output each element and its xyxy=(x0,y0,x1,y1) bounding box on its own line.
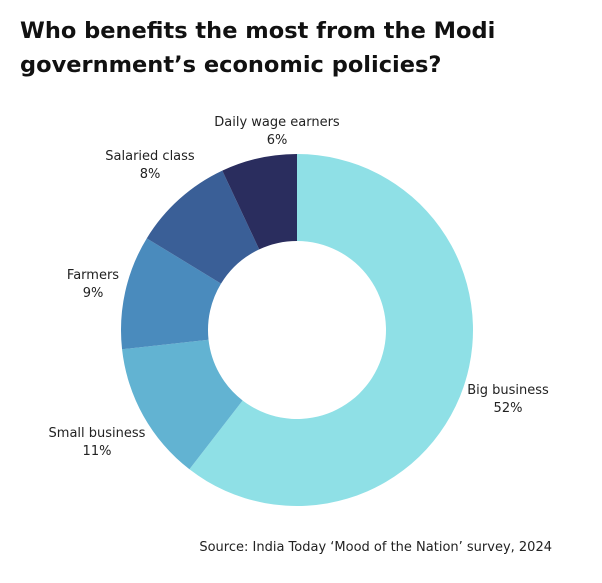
slice-value-daily-wage-earners: 6% xyxy=(267,133,288,148)
donut-slices xyxy=(121,154,474,506)
slice-value-small-business: 11% xyxy=(83,444,112,459)
slice-salaried-class xyxy=(146,170,260,284)
slice-value-big-business: 52% xyxy=(494,401,523,416)
slice-big-business xyxy=(189,154,474,506)
source-note: Source: India Today ‘Mood of the Nation’… xyxy=(199,540,552,555)
chart-title: Who benefits the most from the Modi gove… xyxy=(20,14,590,82)
slice-label-small-business: Small business xyxy=(49,426,146,441)
slice-label-salaried-class: Salaried class xyxy=(105,149,195,164)
slice-label-farmers: Farmers xyxy=(67,268,119,283)
chart-title-line-1: Who benefits the most from the Modi xyxy=(20,18,496,44)
slice-farmers xyxy=(121,238,222,350)
slice-daily-wage-earners xyxy=(222,154,297,250)
slice-label-daily-wage-earners: Daily wage earners xyxy=(214,115,340,130)
slice-small-business xyxy=(122,339,243,470)
slice-labels: Big business 52% Small business 11% Farmers 9… xyxy=(49,115,549,459)
chart-title-line-2: government’s economic policies? xyxy=(20,52,442,78)
slice-label-big-business: Big business xyxy=(467,383,549,398)
slice-value-salaried-class: 8% xyxy=(140,167,161,182)
slice-value-farmers: 9% xyxy=(83,286,104,301)
